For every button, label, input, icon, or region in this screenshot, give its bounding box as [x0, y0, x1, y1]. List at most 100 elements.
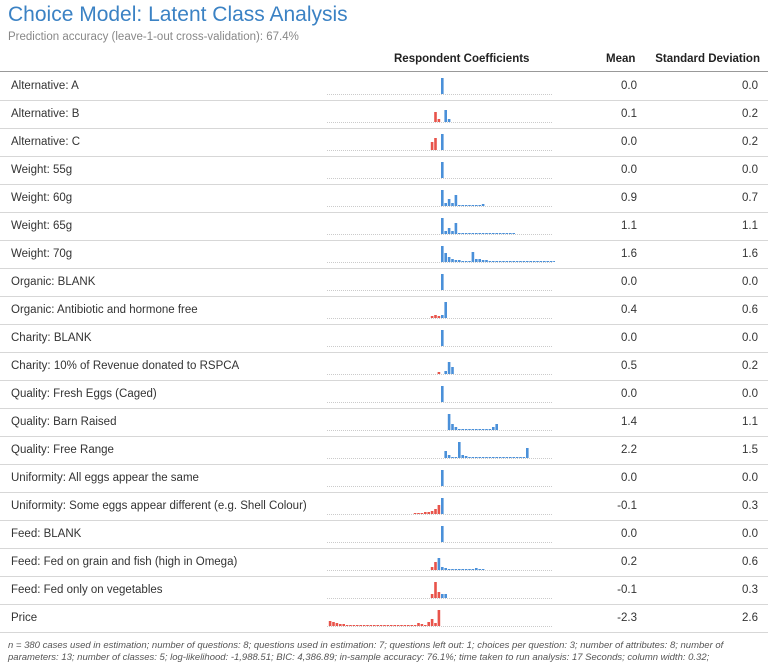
histogram-bar-positive: [464, 261, 468, 262]
row-mean: -2.3: [617, 612, 637, 624]
histogram-bar-negative: [420, 513, 424, 514]
row-standard-deviation: 0.0: [742, 164, 758, 176]
row-standard-deviation: 0.0: [742, 388, 758, 400]
histogram-bar-positive: [441, 330, 444, 346]
histogram-bar-negative: [413, 513, 417, 514]
histogram-bar-positive: [512, 457, 515, 458]
coefficient-histogram: [327, 362, 553, 375]
row-mean: 0.2: [621, 556, 637, 568]
histogram-bar-positive: [468, 457, 471, 458]
coefficient-histogram: [327, 414, 553, 431]
row-mean: -0.1: [617, 584, 637, 596]
histogram-bar-positive: [461, 569, 464, 570]
histogram-bar-positive: [464, 205, 468, 206]
histogram-bar-positive: [458, 569, 461, 570]
histogram-bar-negative: [383, 625, 386, 626]
histogram-bar-positive: [444, 568, 447, 570]
histogram-bar-positive: [481, 233, 485, 234]
histogram-bar-positive: [522, 457, 526, 458]
histogram-bar-positive: [492, 261, 495, 262]
row-standard-deviation: 0.6: [742, 304, 758, 316]
histogram-bar-positive: [475, 568, 478, 570]
histogram-bar-positive: [509, 457, 512, 458]
histogram-bar-negative: [427, 512, 430, 514]
row-mean: 0.0: [621, 80, 637, 92]
coefficient-histogram: [327, 498, 553, 515]
row-standard-deviation: 1.1: [742, 220, 758, 232]
histogram-bar-positive: [464, 569, 468, 570]
histogram-bar-positive: [498, 233, 502, 234]
table-row: Weight: 60g 0.9 0.7: [0, 184, 768, 213]
histogram-bar-positive: [478, 205, 481, 206]
coefficient-histogram: [327, 246, 555, 263]
histogram-bar-positive: [519, 457, 522, 458]
row-standard-deviation: 1.6: [742, 248, 758, 260]
row-mean: 1.4: [621, 416, 637, 428]
histogram-bar-positive: [461, 455, 464, 458]
histogram-bar-positive: [526, 261, 529, 262]
histogram-bar-positive: [458, 442, 461, 458]
histogram-bar-negative: [434, 582, 437, 598]
histogram-bar-positive: [478, 457, 481, 458]
histogram-bar-negative: [352, 625, 356, 626]
histogram-bar-negative: [424, 512, 427, 514]
histogram-bar-positive: [447, 257, 451, 262]
histogram-bar-positive: [475, 457, 478, 458]
histogram-bar-positive: [441, 315, 444, 318]
header-standard-deviation: Standard Deviation: [655, 53, 760, 65]
histogram-bar-positive: [458, 260, 461, 262]
histogram-bar-positive: [441, 386, 444, 402]
histogram-bar-positive: [502, 261, 505, 262]
histogram-bar-positive: [444, 110, 447, 122]
histogram-bar-positive: [468, 205, 471, 206]
histogram-bar-positive: [478, 233, 481, 234]
row-mean: 0.0: [621, 164, 637, 176]
row-standard-deviation: 2.6: [742, 612, 758, 624]
coefficient-histogram: [327, 386, 553, 403]
table-row: Quality: Free Range 2.2 1.5: [0, 436, 768, 465]
histogram-bar-positive: [441, 218, 444, 234]
table-row: Price -2.3 2.6: [0, 604, 768, 633]
row-standard-deviation: 0.0: [742, 332, 758, 344]
histogram-bar-positive: [485, 457, 488, 458]
histogram-bar-positive: [447, 228, 451, 234]
histogram-bar-positive: [512, 261, 515, 262]
histogram-bar-positive: [451, 367, 454, 374]
histogram-bar-positive: [505, 261, 509, 262]
histogram-bar-positive: [498, 457, 502, 458]
histogram-bar-positive: [549, 261, 553, 262]
coefficient-histogram: [327, 470, 553, 487]
histogram-bar-positive: [539, 261, 543, 262]
histogram-bar-positive: [454, 223, 458, 234]
histogram-bar-positive: [512, 233, 515, 234]
table-row: Alternative: B 0.1 0.2: [0, 100, 768, 129]
table-row: Uniformity: All eggs appear the same 0.0 0…: [0, 464, 768, 493]
histogram-bar-positive: [505, 233, 509, 234]
histogram-bar-positive: [492, 233, 495, 234]
histogram-bar-positive: [441, 134, 444, 150]
histogram-bar-negative: [417, 513, 420, 514]
histogram-bar-negative: [386, 625, 390, 626]
histogram-bar-positive: [478, 429, 481, 430]
histogram-bar-positive: [481, 260, 485, 262]
histogram-bar-negative: [430, 142, 434, 150]
row-label: Organic: BLANK: [11, 276, 96, 288]
histogram-bar-negative: [369, 625, 373, 626]
histogram-bar-positive: [451, 259, 454, 262]
header-mean: Mean: [606, 53, 636, 65]
histogram-bar-positive: [441, 162, 444, 178]
row-standard-deviation: 0.0: [742, 472, 758, 484]
coefficient-histogram: [327, 610, 553, 627]
row-label: Weight: 55g: [11, 164, 73, 176]
histogram-bar-positive: [515, 457, 519, 458]
coefficient-histogram: [327, 526, 553, 543]
histogram-bar-positive: [529, 261, 532, 262]
histogram-bar-positive: [481, 457, 485, 458]
histogram-bar-negative: [359, 625, 362, 626]
histogram-bar-positive: [458, 233, 461, 234]
coefficient-histogram: [327, 218, 553, 235]
histogram-bar-negative: [434, 138, 437, 150]
row-mean: 0.0: [621, 472, 637, 484]
row-mean: 0.0: [621, 528, 637, 540]
row-label: Feed: Fed only on vegetables: [11, 584, 163, 596]
